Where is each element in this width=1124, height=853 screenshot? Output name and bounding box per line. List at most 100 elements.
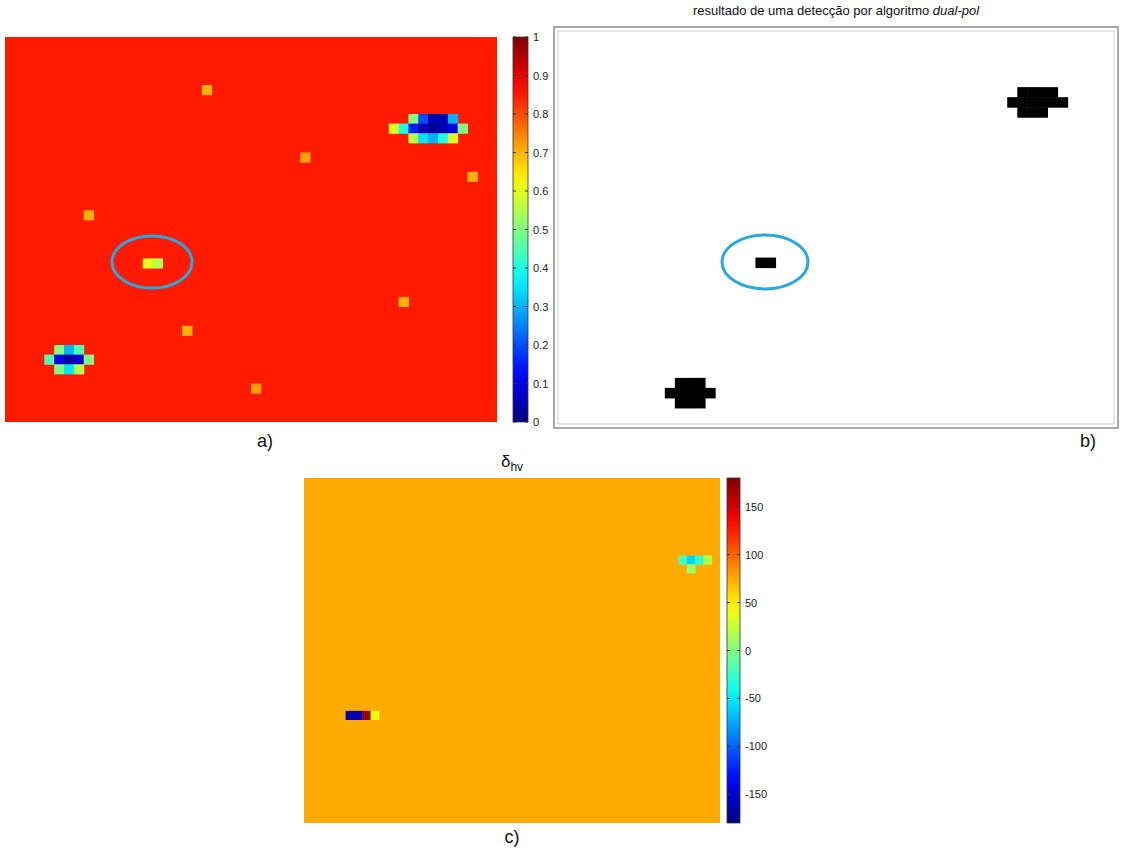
cell (1048, 87, 1059, 98)
cell (202, 85, 212, 95)
heatmap (304, 478, 720, 823)
tick-label: 0 (745, 645, 751, 657)
cell (418, 124, 428, 134)
panel-title: resultado de uma detecção por algoritmo … (693, 3, 980, 18)
background-cell (5, 37, 497, 422)
frame (554, 27, 1118, 428)
cell (1037, 87, 1048, 98)
tick (727, 602, 730, 603)
heatmap (554, 27, 1118, 428)
cell (467, 172, 477, 182)
panel-title: δhv (501, 452, 523, 474)
tick (513, 306, 516, 307)
cell (1017, 97, 1028, 108)
cell (300, 153, 310, 163)
tick (513, 75, 516, 76)
tick (513, 268, 516, 269)
tick (727, 506, 730, 507)
cell (408, 124, 418, 134)
cell (448, 124, 458, 134)
cell (182, 326, 192, 336)
tick-label: 50 (745, 597, 757, 609)
highlight-circle (722, 235, 808, 289)
cell (54, 364, 64, 374)
background-cell (554, 27, 1118, 428)
tick (525, 37, 528, 38)
cell (1027, 87, 1038, 98)
tick (513, 383, 516, 384)
tick (513, 191, 516, 192)
background-cell (304, 478, 720, 823)
tick-label: 0.6 (533, 185, 548, 197)
cell (438, 124, 448, 134)
cell (687, 564, 696, 573)
tick (737, 506, 740, 507)
tick (513, 345, 516, 346)
tick (513, 37, 516, 38)
cell (1037, 97, 1048, 108)
cell (389, 124, 399, 134)
tick (737, 746, 740, 747)
tick (525, 75, 528, 76)
tick-label: 1 (533, 31, 539, 43)
cell (418, 114, 428, 124)
cell (84, 355, 94, 365)
cell (1058, 97, 1069, 108)
cell (448, 114, 458, 124)
cell (1017, 107, 1028, 118)
cell (675, 388, 686, 399)
cell (64, 364, 74, 374)
tick (737, 650, 740, 651)
cell (371, 711, 380, 720)
cell (44, 355, 54, 365)
inner-frame (558, 31, 1114, 424)
cell (346, 711, 355, 720)
colorbar (727, 478, 740, 823)
tick-label: 0.3 (533, 301, 548, 313)
title-sub: hv (510, 460, 523, 474)
tick-label: 150 (745, 501, 763, 513)
cell (74, 355, 84, 365)
tick-label: 100 (745, 549, 763, 561)
cell (428, 133, 438, 143)
tick (525, 114, 528, 115)
tick-label: -100 (745, 740, 767, 752)
tick (525, 383, 528, 384)
cell (399, 124, 409, 134)
cell (399, 297, 409, 307)
tick (727, 698, 730, 699)
tick (525, 306, 528, 307)
panel-label: c) (505, 827, 520, 847)
tick-label: 0.9 (533, 70, 548, 82)
cell (687, 556, 696, 565)
tick-label: 0.7 (533, 147, 548, 159)
cell (675, 378, 686, 389)
colorbar (513, 37, 528, 422)
cell (703, 556, 712, 565)
cell (1027, 97, 1038, 108)
cell (54, 345, 64, 355)
cell (1017, 87, 1028, 98)
highlight-circle (112, 236, 192, 288)
panel-label: b) (1080, 431, 1096, 451)
tick (513, 229, 516, 230)
tick (727, 554, 730, 555)
tick (525, 345, 528, 346)
cell (1037, 107, 1048, 118)
cell (438, 133, 448, 143)
panel-label: a) (257, 431, 273, 451)
cell (448, 133, 458, 143)
tick (525, 191, 528, 192)
tick (727, 746, 730, 747)
cell (354, 711, 363, 720)
cell (675, 398, 686, 409)
cell (1048, 97, 1059, 108)
cell (458, 124, 468, 134)
tick (525, 152, 528, 153)
tick-label: 0.5 (533, 224, 548, 236)
cell (64, 355, 74, 365)
cell (695, 398, 706, 409)
tick (513, 152, 516, 153)
cell (143, 258, 153, 268)
tick-label: 0.8 (533, 108, 548, 120)
